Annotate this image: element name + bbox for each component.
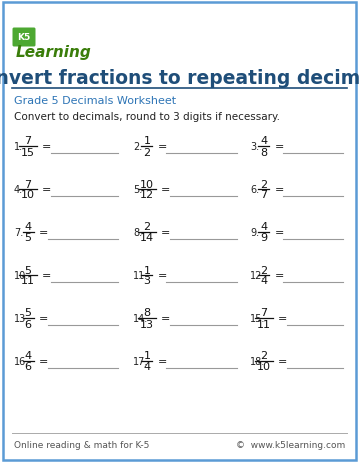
Text: 10: 10 [140,179,154,189]
Text: =: = [161,227,171,238]
Text: =: = [278,313,287,323]
Text: =: = [275,185,284,194]
Text: =: = [161,185,171,194]
Text: 4: 4 [260,222,267,232]
Text: 7: 7 [260,190,267,200]
Text: 12: 12 [140,190,154,200]
Text: 11.: 11. [133,270,148,281]
Text: 5: 5 [24,308,32,318]
Text: =: = [275,142,284,152]
Text: 15.: 15. [250,313,265,323]
Text: 7: 7 [24,136,32,146]
Text: 5: 5 [24,233,32,243]
Text: ©  www.k5learning.com: © www.k5learning.com [236,441,345,450]
Text: 12.: 12. [250,270,265,281]
Text: 10: 10 [21,190,35,200]
Text: 14.: 14. [133,313,148,323]
Text: 17.: 17. [133,356,148,366]
Text: 6: 6 [24,319,32,329]
Text: Grade 5 Decimals Worksheet: Grade 5 Decimals Worksheet [14,96,176,106]
Text: =: = [42,185,51,194]
Text: =: = [42,142,51,152]
Text: 4: 4 [144,362,150,372]
Text: 10: 10 [257,362,271,372]
Text: =: = [275,227,284,238]
Text: =: = [278,356,287,366]
Text: 2: 2 [260,351,267,361]
Text: =: = [275,270,284,281]
Text: 2: 2 [144,222,150,232]
Text: =: = [38,227,48,238]
Text: 6.: 6. [250,185,259,194]
Text: 5.: 5. [133,185,142,194]
Text: 8: 8 [144,308,150,318]
Text: Convert to decimals, round to 3 digits if necessary.: Convert to decimals, round to 3 digits i… [14,112,280,122]
Text: 3.: 3. [250,142,259,152]
Text: 7: 7 [260,308,267,318]
Text: 3: 3 [144,276,150,286]
Text: 2: 2 [144,147,150,157]
Text: 13.: 13. [14,313,29,323]
Text: =: = [38,313,48,323]
Text: 1.: 1. [14,142,23,152]
Text: 1: 1 [144,351,150,361]
Text: 5: 5 [24,265,32,275]
Text: 2: 2 [260,265,267,275]
Text: 15: 15 [21,147,35,157]
FancyBboxPatch shape [13,28,36,47]
Text: 9: 9 [260,233,267,243]
Text: 4: 4 [24,222,32,232]
Text: Learning: Learning [16,44,92,59]
Text: Convert fractions to repeating decimals: Convert fractions to repeating decimals [0,69,359,88]
Text: K5: K5 [17,33,31,43]
Text: =: = [158,142,167,152]
Text: 11: 11 [21,276,35,286]
Text: 6: 6 [24,362,32,372]
Text: 8: 8 [260,147,267,157]
Text: 1: 1 [144,265,150,275]
Text: =: = [158,270,167,281]
Text: =: = [161,313,171,323]
Text: 1: 1 [144,136,150,146]
Text: 11: 11 [257,319,271,329]
Text: 2.: 2. [133,142,142,152]
Text: 10.: 10. [14,270,29,281]
Text: 2: 2 [260,179,267,189]
Text: 8.: 8. [133,227,142,238]
Text: Online reading & math for K-5: Online reading & math for K-5 [14,441,149,450]
Text: 4: 4 [260,276,267,286]
Text: =: = [38,356,48,366]
Text: 13: 13 [140,319,154,329]
Text: 4: 4 [24,351,32,361]
Text: 7.: 7. [14,227,23,238]
Text: 4.: 4. [14,185,23,194]
Text: =: = [158,356,167,366]
Text: =: = [42,270,51,281]
Text: 16.: 16. [14,356,29,366]
Text: 4: 4 [260,136,267,146]
Text: 7: 7 [24,179,32,189]
Text: 18.: 18. [250,356,265,366]
Text: 14: 14 [140,233,154,243]
Text: 9.: 9. [250,227,259,238]
